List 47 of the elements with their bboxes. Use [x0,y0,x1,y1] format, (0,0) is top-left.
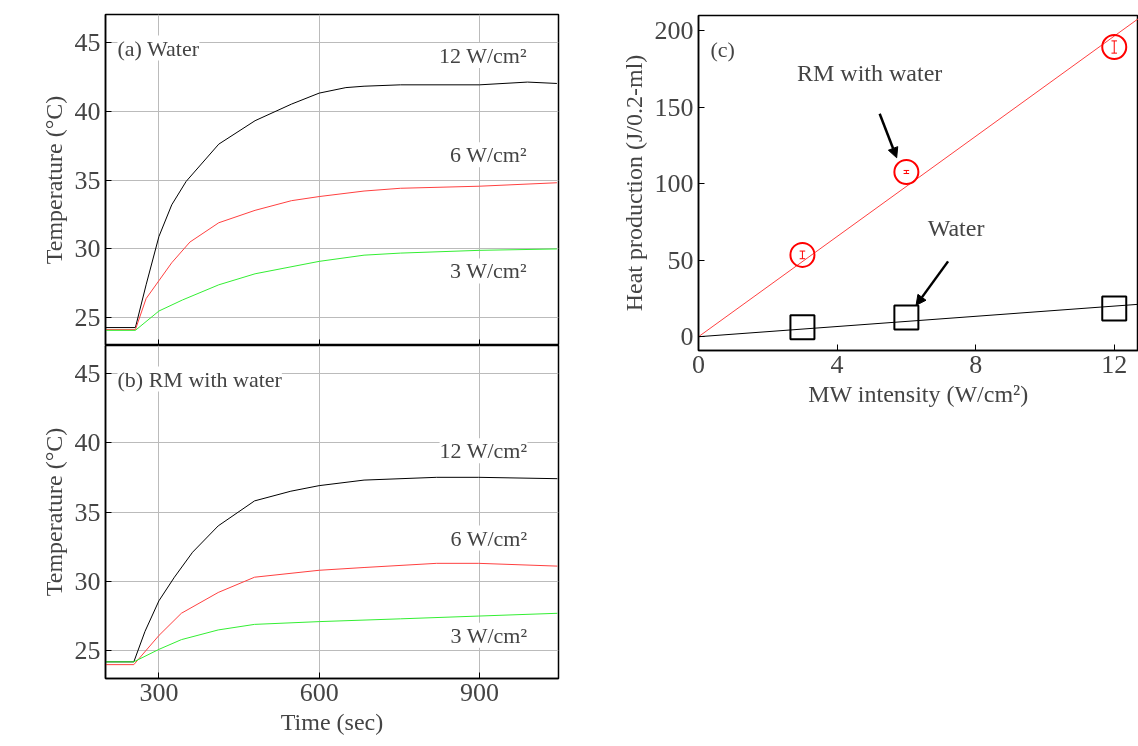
y-tick-label: 30 [74,234,101,264]
series-label: 12 W/cm² [439,438,528,464]
x-tick-label: 600 [299,677,339,707]
y-tick-label: 200 [654,16,694,46]
x-axis-title: Time (sec) [280,708,384,735]
point [893,304,920,331]
y-tick-label: 25 [74,303,101,333]
y-tick-label: 45 [74,27,101,57]
y-tick-label: 100 [654,169,694,199]
y-tick-label: 35 [74,165,101,195]
series-label: 3 W/cm² [450,258,527,284]
y-axis-title: Temperature (°C) [40,95,67,265]
line-series [105,612,558,663]
y-axis-title: Heat production (J/0.2-ml) [620,54,647,312]
y-axis-title: Temperature (°C) [40,427,67,597]
point [893,159,920,185]
y-tick-label: 45 [74,358,101,388]
y-tick-label: 35 [74,497,101,527]
series-label: 3 W/cm² [450,622,528,648]
annotation: RM with water [797,59,943,86]
x-tick-label: 4 [830,349,844,379]
point [1101,295,1128,322]
text: (a) Water [117,35,200,61]
series-label: 12 W/cm² [439,42,527,68]
line-series [105,182,558,331]
annotation: Water [927,215,985,242]
point [789,314,816,341]
series-label: 6 W/cm² [450,142,527,168]
x-tick-label: 300 [139,677,179,707]
y-tick-label: 25 [74,636,101,666]
y-tick-label: 0 [680,322,694,352]
line-series [105,562,558,666]
x-tick-label: 8 [969,349,983,379]
x-tick-label: 900 [459,677,499,707]
y-tick-label: 40 [74,428,101,458]
y-tick-label: 150 [654,92,694,122]
y-tick-label: 50 [667,245,694,275]
text: (c) [710,36,735,62]
y-tick-label: 30 [74,566,101,596]
y-tick-label: 40 [74,96,101,126]
text: (b) RM with water [117,366,283,392]
x-axis-title: MW intensity (W/cm²) [808,380,1029,407]
series-label: 6 W/cm² [450,525,528,551]
x-tick-label: 12 [1101,349,1128,379]
point [1101,34,1128,60]
point [789,241,816,268]
line-series [105,248,558,331]
